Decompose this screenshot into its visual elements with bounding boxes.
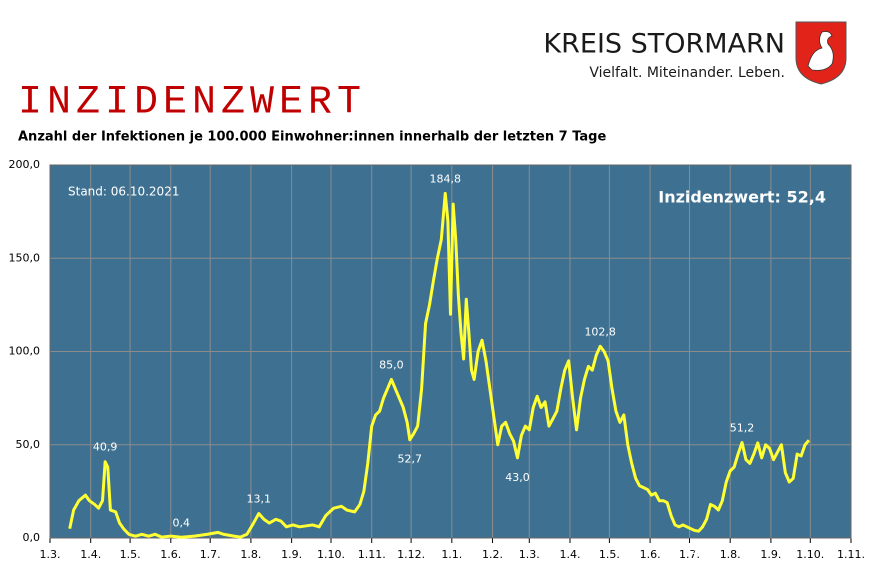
y-tick-label: 50,0 — [16, 438, 41, 451]
x-tick-label: 1.8. — [240, 548, 261, 561]
coat-of-arms — [795, 21, 847, 85]
x-tick-label: 1.6. — [640, 548, 661, 561]
x-tick-label: 1.7. — [200, 548, 221, 561]
x-tick-label: 1.12. — [397, 548, 425, 561]
data-label: 13,1 — [247, 493, 272, 506]
data-label: 3,7 — [690, 544, 708, 557]
x-tick-label: 1.4. — [559, 548, 580, 561]
y-tick-label: 100,0 — [9, 345, 41, 358]
x-tick-label: 1.2. — [482, 548, 503, 561]
data-label: 0,4 — [173, 516, 191, 529]
slogan: Vielfalt. Miteinander. Leben. — [589, 65, 785, 81]
data-label: 43,0 — [505, 471, 530, 484]
data-label: 184,8 — [429, 172, 461, 185]
y-tick-label: 0,0 — [23, 531, 41, 544]
data-label: 40,9 — [93, 441, 118, 454]
data-label: 85,0 — [379, 358, 404, 371]
x-tick-label: 1.10. — [317, 548, 345, 561]
current-value-note: Inzidenzwert: 52,4 — [658, 188, 826, 207]
plot-border — [49, 164, 852, 539]
x-tick-label: 1.11. — [358, 548, 386, 561]
x-tick-label: 1.8. — [720, 548, 741, 561]
x-tick-label: 1.3. — [40, 548, 61, 561]
x-tick-label: 1.11. — [837, 548, 865, 561]
x-tick-label: 1.7. — [679, 548, 700, 561]
x-tick-label: 1.9. — [760, 548, 781, 561]
data-label: 51,2 — [730, 422, 755, 435]
y-tick-label: 150,0 — [9, 251, 41, 264]
line — [68, 191, 811, 539]
chart-title: INZIDENZWERT — [18, 81, 366, 126]
x-tick-label: 1.1. — [441, 548, 462, 561]
stand-label: Stand: 06.10.2021 — [68, 185, 179, 199]
x-tick-label: 1.6. — [160, 548, 181, 561]
x-tick-label: 1.5. — [599, 548, 620, 561]
data-label: 52,7 — [398, 453, 423, 466]
data-label: 102,8 — [584, 325, 616, 338]
x-tick-label: 1.4. — [80, 548, 101, 561]
y-tick-label: 200,0 — [9, 158, 41, 171]
chart-subtitle: Anzahl der Infektionen je 100.000 Einwoh… — [18, 130, 606, 145]
x-tick-label: 1.3. — [519, 548, 540, 561]
brand: KREIS STORMARN — [543, 29, 785, 60]
x-tick-label: 1.10. — [796, 548, 824, 561]
x-tick-label: 1.9. — [281, 548, 302, 561]
x-tick-label: 1.5. — [120, 548, 141, 561]
